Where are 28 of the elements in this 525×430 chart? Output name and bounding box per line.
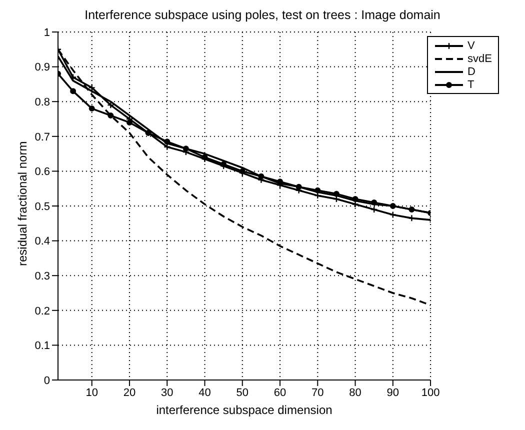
x-tick-label: 60	[274, 386, 286, 399]
y-tick-label: 0	[44, 374, 50, 387]
legend-label: T	[468, 78, 474, 90]
x-tick-label: 30	[161, 386, 174, 399]
x-axis-title: interference subspace dimension	[156, 403, 332, 417]
legend-label: svdE	[468, 52, 492, 64]
legend-label: D	[468, 66, 476, 78]
x-tick-label: 10	[86, 386, 98, 399]
x-tick-label: 50	[236, 386, 249, 399]
y-tick-label: 0.1	[34, 340, 50, 352]
chart-title: Interference subspace using poles, test on trees : Image domain	[84, 8, 442, 24]
y-tick-label: 0.2	[34, 305, 50, 318]
y-axis-title: residual fractional norm	[15, 141, 30, 266]
y-tick-label: 0.3	[34, 270, 50, 283]
x-tick-label: 20	[123, 386, 136, 399]
y-tick-label: 0.8	[34, 96, 50, 109]
x-tick-label: 70	[312, 386, 324, 399]
legend-label: V	[468, 40, 475, 52]
x-tick-label: 40	[198, 386, 211, 399]
y-tick-label: 0.5	[34, 200, 50, 213]
x-tick-label: 90	[386, 386, 400, 399]
y-tick-label: 0.4	[34, 236, 50, 248]
y-tick-label: 1	[44, 26, 50, 39]
x-tick-label: 80	[349, 386, 362, 399]
y-tick-label: 0.6	[34, 166, 50, 178]
x-tick-label: 100	[421, 386, 440, 399]
y-tick-label: 0.9	[34, 62, 50, 74]
y-tick-label: 0.7	[34, 131, 50, 144]
